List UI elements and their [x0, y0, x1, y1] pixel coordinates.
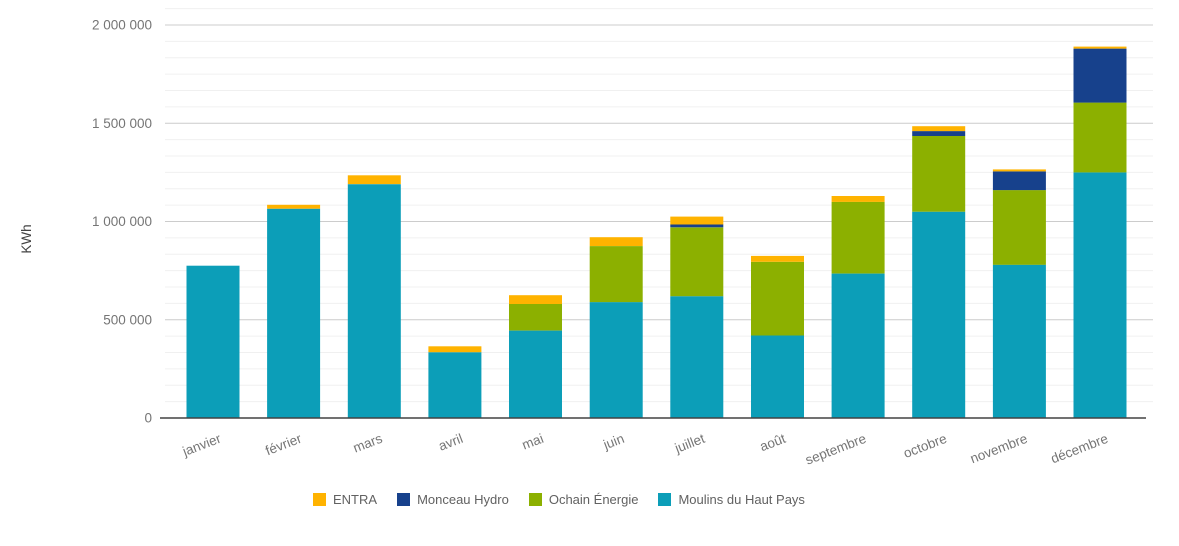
bar-segment-monceau-hydro-octobre[interactable] [912, 131, 966, 136]
x-tick-label: mai [520, 431, 546, 453]
x-tick-label: janvier [180, 431, 224, 460]
bar-segment-moulins-du-haut-pays-décembre[interactable] [1073, 172, 1127, 418]
bar-segment-entra-octobre[interactable] [912, 126, 966, 132]
x-tick-label: février [263, 431, 304, 459]
y-tick-label: 500 000 [103, 312, 152, 327]
bar-segment-moulins-du-haut-pays-mai[interactable] [509, 330, 562, 418]
bar-segment-entra-novembre[interactable] [992, 169, 1046, 172]
y-tick-label: 1 500 000 [92, 116, 152, 131]
bar-segment-entra-juillet[interactable] [670, 216, 724, 225]
bar-segment-entra-février[interactable] [267, 204, 321, 209]
x-tick-label: novembre [968, 431, 1029, 467]
bar-segment-monceau-hydro-juillet[interactable] [670, 224, 724, 228]
bar-segment-moulins-du-haut-pays-octobre[interactable] [912, 211, 966, 418]
bar-segment-moulins-du-haut-pays-juillet[interactable] [670, 296, 724, 418]
bar-segment-moulins-du-haut-pays-mars[interactable] [347, 184, 401, 418]
bar-segment-moulins-du-haut-pays-juin[interactable] [589, 302, 643, 418]
y-axis-title: KWh [19, 224, 34, 253]
legend-label: Moulins du Haut Pays [678, 492, 805, 507]
legend-swatch-icon [528, 493, 542, 506]
legend-item-moulins-du-haut-pays: Moulins du Haut Pays [658, 492, 805, 507]
legend-label: ENTRA [333, 492, 378, 507]
bar-segment-moulins-du-haut-pays-janvier[interactable] [186, 265, 240, 418]
bar-segment-ochain-nergie-juillet[interactable] [670, 227, 724, 297]
x-tick-label: octobre [901, 431, 948, 461]
x-tick-label: avril [436, 431, 464, 454]
bar-segment-ochain-nergie-mai[interactable] [509, 304, 562, 331]
legend-swatch-icon [313, 493, 326, 506]
bar-segment-monceau-hydro-décembre[interactable] [1073, 48, 1127, 103]
bar-segment-entra-août[interactable] [751, 255, 804, 262]
x-tick-label: juin [600, 431, 626, 453]
bar-segment-ochain-nergie-août[interactable] [751, 261, 804, 336]
bar-segment-entra-juin[interactable] [589, 237, 643, 246]
y-tick-label: 2 000 000 [92, 18, 152, 33]
bar-segment-entra-décembre[interactable] [1073, 46, 1127, 49]
bar-segment-entra-avril[interactable] [428, 346, 482, 353]
legend-label: Ochain Énergie [548, 492, 639, 507]
legend-swatch-icon [658, 493, 672, 506]
bar-segment-ochain-nergie-décembre[interactable] [1073, 102, 1127, 173]
bar-segment-monceau-hydro-novembre[interactable] [992, 171, 1046, 191]
legend-item-ochain-nergie: Ochain Énergie [528, 492, 639, 507]
x-tick-label: août [758, 431, 788, 455]
y-tick-label: 0 [144, 411, 152, 426]
y-tick-label: 1 000 000 [92, 214, 152, 229]
bar-segment-entra-mai[interactable] [509, 295, 562, 304]
legend-label: Monceau Hydro [417, 492, 509, 507]
x-tick-label: juillet [672, 431, 707, 456]
bar-segment-moulins-du-haut-pays-avril[interactable] [428, 352, 482, 418]
x-tick-label: septembre [803, 431, 868, 468]
bar-segment-moulins-du-haut-pays-novembre[interactable] [992, 264, 1046, 418]
bar-segment-entra-septembre[interactable] [831, 196, 885, 202]
legend: ENTRA Monceau Hydro Ochain Énergie Moulins … [313, 492, 805, 507]
bar-segment-moulins-du-haut-pays-février[interactable] [267, 208, 321, 418]
legend-item-entra: ENTRA [313, 492, 377, 507]
bar-segment-moulins-du-haut-pays-août[interactable] [751, 335, 804, 419]
bar-segment-entra-mars[interactable] [347, 175, 401, 185]
legend-swatch-icon [397, 493, 411, 506]
bar-segment-ochain-nergie-septembre[interactable] [831, 201, 885, 274]
legend-item-monceau-hydro: Monceau Hydro [397, 492, 509, 507]
bar-segment-ochain-nergie-octobre[interactable] [912, 136, 966, 212]
bar-segment-ochain-nergie-novembre[interactable] [992, 190, 1046, 265]
x-tick-label: mars [351, 431, 385, 456]
bar-segment-ochain-nergie-juin[interactable] [589, 246, 643, 303]
bar-segment-moulins-du-haut-pays-septembre[interactable] [831, 273, 885, 418]
x-tick-label: décembre [1049, 431, 1110, 467]
